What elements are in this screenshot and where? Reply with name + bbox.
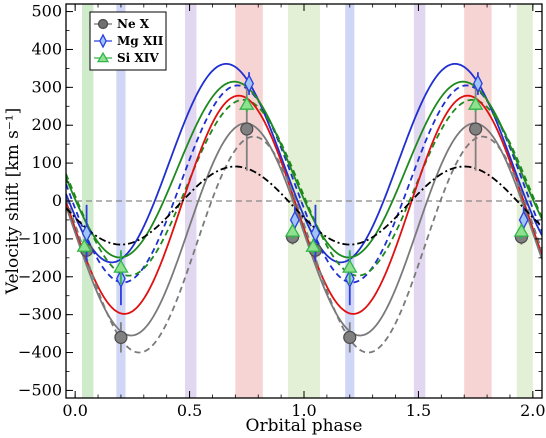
- y-tick-label-3: −200: [18, 267, 62, 286]
- legend-label-mg-xii: Mg XII: [117, 34, 164, 48]
- mg-xii-point-6: [472, 74, 483, 94]
- x-tick-label-4: 2.0: [520, 401, 545, 420]
- y-tick-label-4: −100: [18, 229, 62, 248]
- ne-x-point-1: [114, 330, 128, 344]
- y-tick-label-1: −400: [18, 343, 62, 362]
- y-tick-label-8: 300: [31, 77, 62, 96]
- ne-x-point-2: [240, 122, 254, 136]
- x-tick-label-2: 1.0: [291, 401, 316, 420]
- y-tick-label-10: 500: [31, 2, 62, 21]
- si-xiv-point-7: [513, 223, 530, 237]
- y-tick-label-0: −500: [18, 380, 62, 399]
- legend: Ne X Mg XII Si XIV: [89, 11, 167, 71]
- x-tick-label-3: 1.5: [406, 401, 431, 420]
- si-xiv-point-3: [284, 223, 301, 237]
- x-tick-label-1: 0.5: [177, 401, 202, 420]
- ne-x-point-5: [343, 330, 357, 344]
- model-curve-1: [66, 84, 542, 284]
- data-points: [76, 72, 530, 353]
- si-xiv-point-0: [76, 238, 93, 252]
- x-axis-label: Orbital phase: [246, 416, 363, 436]
- si-xiv-point-1: [113, 259, 129, 273]
- y-tick-label-7: 200: [31, 115, 62, 134]
- legend-marker-mg-xii: [99, 33, 107, 49]
- legend-marker-ne-x: [97, 18, 109, 30]
- axis-ticks: [66, 4, 542, 398]
- model-curve-4: [66, 94, 542, 315]
- model-curve-0: [66, 62, 542, 264]
- model-curve-7: [66, 165, 542, 246]
- mg-xii-point-2: [244, 74, 255, 94]
- legend-label-si-xiv: Si XIV: [117, 51, 159, 65]
- y-tick-label-6: 100: [31, 153, 62, 172]
- ne-x-point-6: [469, 122, 483, 136]
- mg-xii-point-0: [81, 223, 92, 243]
- model-curve-3: [66, 98, 542, 277]
- y-axis-label: Velocity shift [km s⁻¹]: [3, 108, 23, 296]
- si-xiv-point-6: [467, 96, 484, 110]
- model-curve-5: [66, 122, 542, 337]
- y-tick-label-2: −300: [18, 305, 62, 324]
- tick-labels: 0.0 0.5 1.0 1.5 2.0 −500 −400 −300 −200 −100 0 100 2…: [18, 2, 546, 420]
- si-xiv-point-2: [239, 96, 255, 110]
- x-tick-label-0: 0.0: [62, 401, 87, 420]
- si-xiv-point-4: [305, 238, 321, 252]
- legend-marker-si-xiv: [96, 51, 110, 63]
- model-curves: [66, 62, 542, 354]
- mg-xii-point-4: [310, 223, 321, 243]
- y-tick-label-9: 400: [31, 39, 62, 58]
- y-tick-label-5: 0: [52, 191, 62, 210]
- legend-label-ne-x: Ne X: [117, 17, 150, 31]
- model-curve-6: [66, 135, 542, 354]
- si-xiv-point-5: [342, 259, 358, 273]
